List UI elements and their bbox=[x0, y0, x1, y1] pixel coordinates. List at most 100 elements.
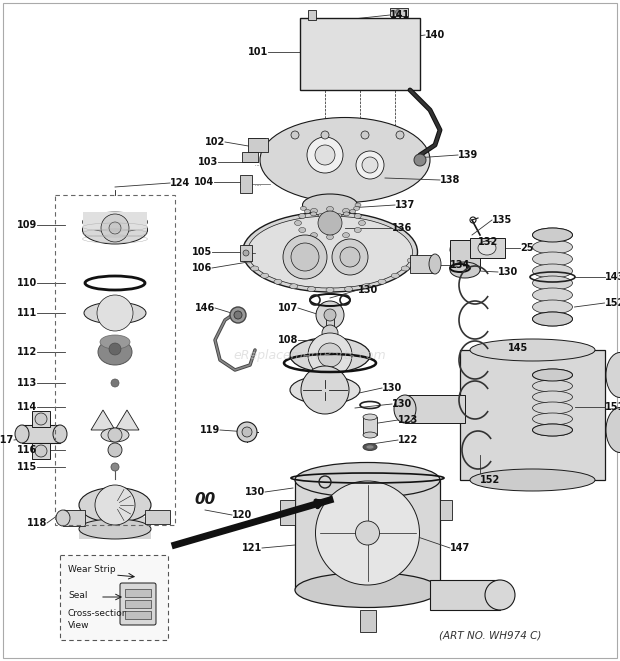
Ellipse shape bbox=[478, 241, 496, 255]
Circle shape bbox=[237, 422, 257, 442]
Ellipse shape bbox=[470, 339, 595, 361]
Ellipse shape bbox=[311, 208, 317, 214]
Bar bbox=[83, 212, 147, 230]
Text: 130: 130 bbox=[358, 285, 378, 295]
Ellipse shape bbox=[260, 118, 430, 202]
Text: Wear Strip: Wear Strip bbox=[68, 564, 115, 574]
Bar bbox=[450, 240, 480, 270]
Bar bbox=[295, 480, 440, 590]
Circle shape bbox=[243, 250, 249, 256]
Text: 124: 124 bbox=[170, 178, 190, 188]
Ellipse shape bbox=[533, 391, 572, 403]
Ellipse shape bbox=[327, 206, 334, 212]
Ellipse shape bbox=[79, 519, 151, 539]
Ellipse shape bbox=[53, 425, 67, 443]
Ellipse shape bbox=[98, 339, 132, 365]
Text: 140: 140 bbox=[425, 30, 445, 40]
Bar bbox=[280, 500, 295, 525]
Bar bbox=[248, 138, 268, 152]
Ellipse shape bbox=[79, 488, 151, 522]
Circle shape bbox=[108, 428, 122, 442]
Text: 113: 113 bbox=[17, 378, 37, 388]
Circle shape bbox=[291, 131, 299, 139]
Ellipse shape bbox=[606, 352, 620, 397]
Bar bbox=[390, 8, 408, 16]
Text: eReplacementParts.com: eReplacementParts.com bbox=[234, 348, 386, 362]
Bar bbox=[32, 443, 50, 459]
Ellipse shape bbox=[394, 395, 416, 423]
Text: 103: 103 bbox=[198, 157, 218, 167]
Text: 115: 115 bbox=[17, 462, 37, 472]
Text: 106: 106 bbox=[192, 263, 212, 273]
Text: 118: 118 bbox=[27, 518, 47, 528]
Circle shape bbox=[35, 413, 47, 425]
Circle shape bbox=[318, 343, 342, 367]
Bar bbox=[430, 580, 500, 610]
Text: 120: 120 bbox=[232, 510, 252, 520]
Ellipse shape bbox=[326, 288, 334, 293]
Circle shape bbox=[321, 131, 329, 139]
Ellipse shape bbox=[298, 209, 363, 237]
Ellipse shape bbox=[290, 284, 298, 289]
Circle shape bbox=[322, 325, 338, 341]
Ellipse shape bbox=[533, 252, 572, 266]
Text: 114: 114 bbox=[17, 402, 37, 412]
Ellipse shape bbox=[533, 240, 572, 254]
Text: 111: 111 bbox=[17, 308, 37, 318]
Bar bbox=[440, 500, 452, 520]
Ellipse shape bbox=[533, 413, 572, 425]
Circle shape bbox=[362, 157, 378, 173]
Circle shape bbox=[108, 443, 122, 457]
Text: 117: 117 bbox=[0, 435, 14, 445]
Bar bbox=[240, 245, 252, 261]
Ellipse shape bbox=[533, 369, 572, 381]
Ellipse shape bbox=[358, 221, 366, 225]
Ellipse shape bbox=[82, 212, 148, 232]
Polygon shape bbox=[115, 410, 139, 430]
Ellipse shape bbox=[533, 228, 572, 242]
Text: 136: 136 bbox=[392, 223, 412, 233]
Ellipse shape bbox=[290, 376, 360, 404]
Text: 122: 122 bbox=[398, 435, 419, 445]
Circle shape bbox=[355, 521, 379, 545]
Text: 138: 138 bbox=[440, 175, 461, 185]
Bar bbox=[32, 411, 50, 427]
Text: 119: 119 bbox=[200, 425, 220, 435]
Ellipse shape bbox=[318, 214, 324, 217]
Circle shape bbox=[111, 379, 119, 387]
Ellipse shape bbox=[533, 402, 572, 414]
Text: 116: 116 bbox=[17, 445, 37, 455]
Text: 109: 109 bbox=[17, 220, 37, 230]
Text: 107: 107 bbox=[278, 303, 298, 313]
Circle shape bbox=[316, 301, 344, 329]
Bar bbox=[405, 395, 465, 423]
Text: 147: 147 bbox=[450, 543, 470, 553]
Ellipse shape bbox=[533, 288, 572, 302]
Circle shape bbox=[109, 222, 121, 234]
Ellipse shape bbox=[354, 227, 361, 233]
Circle shape bbox=[324, 309, 336, 321]
Ellipse shape bbox=[533, 424, 572, 436]
Text: 130: 130 bbox=[498, 267, 518, 277]
Text: 151: 151 bbox=[604, 402, 620, 412]
Bar bbox=[240, 175, 252, 193]
Ellipse shape bbox=[363, 444, 377, 451]
Ellipse shape bbox=[401, 266, 409, 271]
FancyBboxPatch shape bbox=[60, 555, 168, 640]
Bar bbox=[300, 18, 420, 90]
Ellipse shape bbox=[362, 284, 370, 289]
Circle shape bbox=[111, 463, 119, 471]
Bar bbox=[470, 238, 505, 258]
Ellipse shape bbox=[533, 228, 572, 242]
Ellipse shape bbox=[533, 380, 572, 392]
Ellipse shape bbox=[274, 279, 282, 284]
Ellipse shape bbox=[303, 194, 358, 216]
Ellipse shape bbox=[100, 335, 130, 349]
Ellipse shape bbox=[247, 216, 412, 288]
FancyBboxPatch shape bbox=[120, 583, 156, 625]
Ellipse shape bbox=[363, 414, 377, 420]
Bar bbox=[125, 611, 151, 619]
Text: (ART NO. WH974 C): (ART NO. WH974 C) bbox=[439, 630, 541, 640]
Ellipse shape bbox=[355, 203, 361, 207]
Ellipse shape bbox=[533, 276, 572, 290]
